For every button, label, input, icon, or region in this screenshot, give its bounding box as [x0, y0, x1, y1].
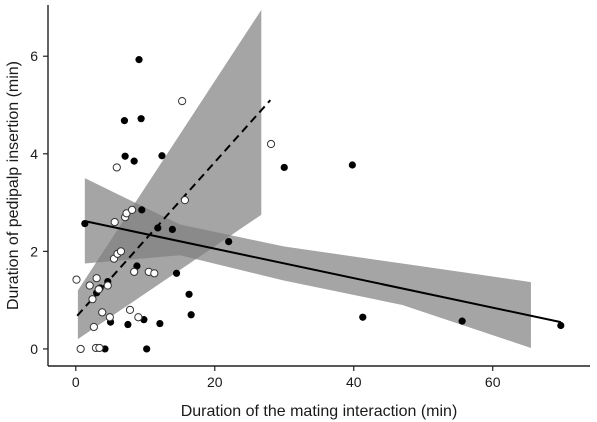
filled-point: [458, 317, 466, 325]
confidence-band-solid: [84, 178, 531, 348]
data-points: [72, 56, 565, 354]
open-point: [95, 343, 104, 353]
filled-point: [81, 219, 89, 228]
y-axis-title: Duration of pedipalp insertion (min): [5, 61, 22, 310]
x-tick-label: 20: [207, 374, 223, 390]
y-tick-label: 4: [30, 146, 38, 162]
open-point: [85, 281, 94, 290]
open-point: [112, 163, 121, 172]
filled-point: [121, 152, 129, 160]
filled-point: [138, 206, 146, 214]
filled-point: [359, 313, 367, 321]
filled-point: [120, 117, 129, 125]
filled-point: [557, 321, 565, 330]
y-tick-label: 0: [30, 341, 38, 357]
x-tick-label: 60: [485, 374, 501, 390]
open-point: [105, 313, 114, 322]
filled-point: [185, 290, 193, 298]
filled-point: [137, 115, 145, 123]
open-point: [94, 285, 103, 294]
open-point: [150, 269, 159, 278]
open-point: [98, 308, 107, 317]
y-tick-label: 6: [30, 48, 38, 64]
x-tick-label: 0: [72, 374, 80, 390]
open-point: [180, 196, 189, 205]
open-point: [178, 97, 187, 106]
filled-point: [154, 224, 162, 232]
open-point: [134, 313, 143, 322]
x-axis-title: Duration of the mating interaction (min): [181, 403, 458, 420]
open-point: [266, 139, 276, 149]
open-point: [116, 247, 126, 256]
open-point: [76, 344, 85, 354]
regression-line-dashed: [76, 99, 272, 317]
x-axis-ticks: 0 20 40 60: [72, 366, 501, 390]
filled-point: [280, 163, 288, 172]
y-axis-ticks: 0 2 4 6: [30, 48, 48, 357]
filled-point: [225, 238, 233, 246]
filled-point: [143, 345, 151, 353]
filled-point: [135, 56, 143, 64]
filled-point: [156, 319, 164, 328]
open-point: [88, 295, 97, 304]
filled-point: [172, 269, 181, 277]
open-point: [89, 322, 98, 332]
filled-point: [158, 152, 166, 160]
confidence-bands: [77, 9, 531, 348]
regression-line-solid: [84, 220, 562, 324]
filled-point: [187, 311, 195, 319]
confidence-band-dashed: [77, 9, 262, 340]
open-point: [127, 205, 137, 214]
open-point: [125, 305, 135, 314]
axes: [47, 5, 590, 367]
open-point: [72, 275, 81, 284]
x-tick-label: 40: [346, 374, 362, 390]
y-tick-label: 2: [30, 243, 38, 259]
open-point: [130, 267, 139, 276]
open-point: [103, 281, 112, 290]
filled-point: [168, 225, 176, 234]
filled-point: [130, 157, 138, 165]
filled-point: [124, 320, 132, 329]
filled-point: [133, 262, 141, 270]
filled-point: [348, 161, 356, 169]
open-point: [92, 274, 101, 283]
regression-lines: [76, 99, 562, 324]
open-point: [110, 217, 119, 227]
